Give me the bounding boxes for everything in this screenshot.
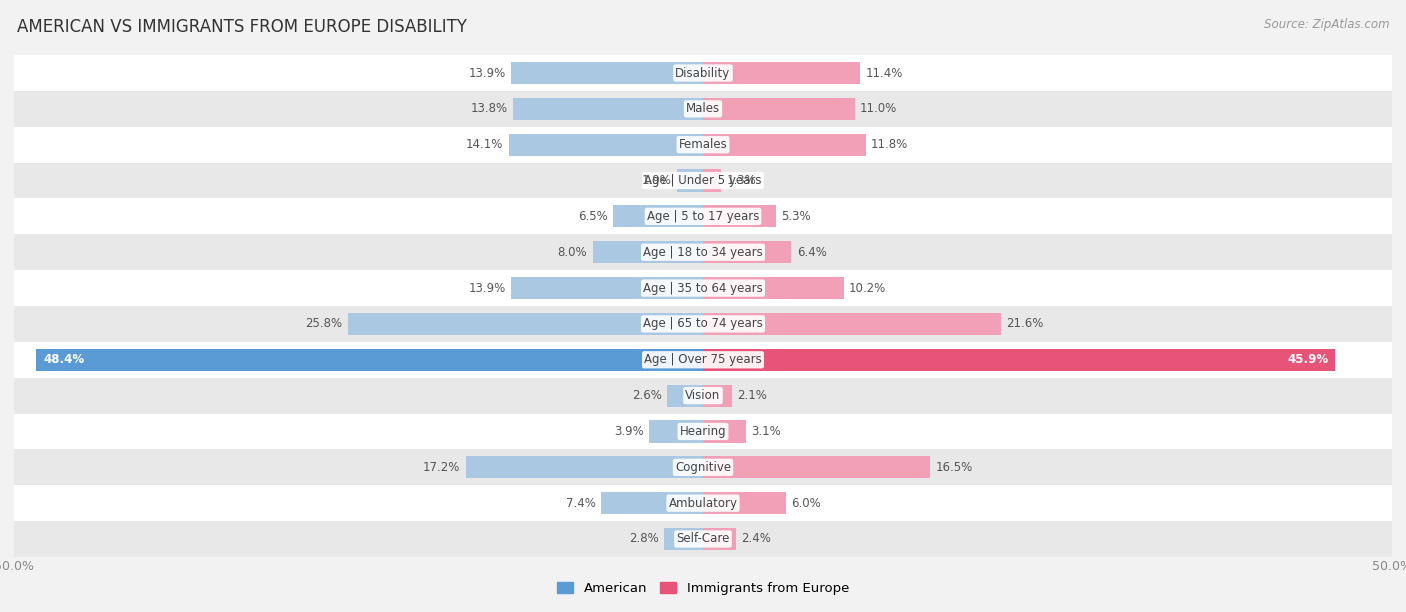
Text: 6.5%: 6.5% [578,210,607,223]
Text: 25.8%: 25.8% [305,318,342,330]
Bar [14,270,1392,306]
Bar [14,342,1392,378]
Bar [613,205,703,228]
Bar [676,170,703,192]
Text: 11.8%: 11.8% [872,138,908,151]
Text: 16.5%: 16.5% [936,461,973,474]
Text: Age | 35 to 64 years: Age | 35 to 64 years [643,282,763,294]
Text: Males: Males [686,102,720,115]
Bar [509,133,703,156]
Bar [703,313,1001,335]
Bar [593,241,703,263]
Text: 7.4%: 7.4% [565,497,596,510]
Text: 8.0%: 8.0% [558,246,588,259]
Bar [14,485,1392,521]
Bar [14,91,1392,127]
Text: 13.9%: 13.9% [468,67,506,80]
Bar [703,241,792,263]
Bar [14,378,1392,414]
Bar [703,277,844,299]
Text: 1.9%: 1.9% [641,174,671,187]
Text: Self-Care: Self-Care [676,532,730,545]
Bar [703,456,931,479]
Text: 21.6%: 21.6% [1007,318,1043,330]
Text: 5.3%: 5.3% [782,210,811,223]
Bar [703,384,733,407]
Text: 48.4%: 48.4% [44,353,84,366]
Text: 6.4%: 6.4% [797,246,827,259]
Text: 3.9%: 3.9% [614,425,644,438]
Text: 14.1%: 14.1% [465,138,503,151]
Text: 13.8%: 13.8% [470,102,508,115]
Bar [14,414,1392,449]
Text: Age | 5 to 17 years: Age | 5 to 17 years [647,210,759,223]
Bar [14,127,1392,163]
Bar [14,521,1392,557]
Text: Disability: Disability [675,67,731,80]
Legend: American, Immigrants from Europe: American, Immigrants from Europe [551,577,855,600]
Text: Ambulatory: Ambulatory [668,497,738,510]
Text: 17.2%: 17.2% [423,461,461,474]
Text: Source: ZipAtlas.com: Source: ZipAtlas.com [1264,18,1389,31]
Bar [703,205,776,228]
Bar [465,456,703,479]
Text: 3.1%: 3.1% [751,425,780,438]
Bar [512,277,703,299]
Bar [14,55,1392,91]
Bar [14,449,1392,485]
Bar [14,306,1392,342]
Bar [703,420,745,442]
Bar [703,170,721,192]
Bar [703,349,1336,371]
Bar [703,528,737,550]
Bar [650,420,703,442]
Bar [600,492,703,514]
Bar [14,163,1392,198]
Text: Age | Over 75 years: Age | Over 75 years [644,353,762,366]
Bar [512,62,703,84]
Text: 11.4%: 11.4% [866,67,903,80]
Text: Age | Under 5 years: Age | Under 5 years [644,174,762,187]
Bar [665,528,703,550]
Text: 10.2%: 10.2% [849,282,886,294]
Text: 11.0%: 11.0% [860,102,897,115]
Bar [703,98,855,120]
Text: 6.0%: 6.0% [792,497,821,510]
Text: AMERICAN VS IMMIGRANTS FROM EUROPE DISABILITY: AMERICAN VS IMMIGRANTS FROM EUROPE DISAB… [17,18,467,36]
Bar [347,313,703,335]
Text: 2.1%: 2.1% [738,389,768,402]
Text: 2.6%: 2.6% [631,389,662,402]
Bar [14,198,1392,234]
Text: Age | 65 to 74 years: Age | 65 to 74 years [643,318,763,330]
Bar [703,133,866,156]
Text: Age | 18 to 34 years: Age | 18 to 34 years [643,246,763,259]
Text: 13.9%: 13.9% [468,282,506,294]
Text: 2.4%: 2.4% [741,532,772,545]
Bar [703,492,786,514]
Text: Cognitive: Cognitive [675,461,731,474]
Text: Hearing: Hearing [679,425,727,438]
Text: Vision: Vision [685,389,721,402]
Bar [668,384,703,407]
Text: Females: Females [679,138,727,151]
Text: 45.9%: 45.9% [1288,353,1329,366]
Bar [37,349,703,371]
Bar [14,234,1392,270]
Text: 1.3%: 1.3% [727,174,756,187]
Text: 2.8%: 2.8% [628,532,659,545]
Bar [703,62,860,84]
Bar [513,98,703,120]
